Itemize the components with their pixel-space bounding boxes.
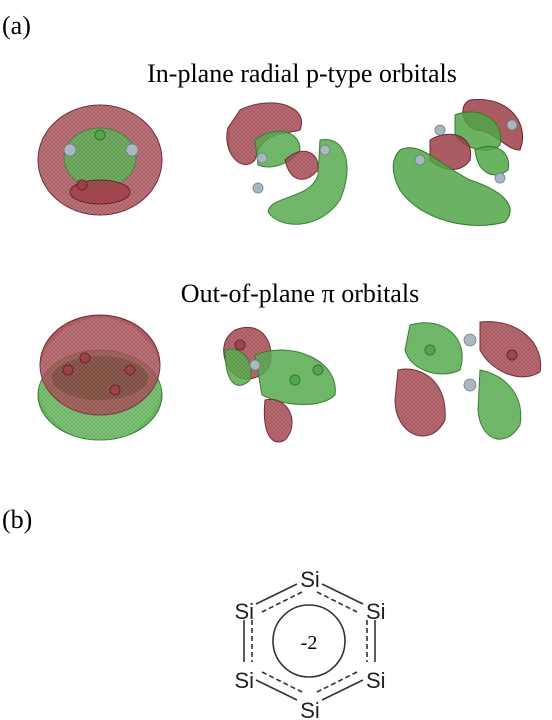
orbital-image xyxy=(393,99,522,225)
page: (a) In-plane radial p-type orbitals Out-… xyxy=(0,0,552,720)
figure: (a) In-plane radial p-type orbitals Out-… xyxy=(0,0,552,720)
orbital-image xyxy=(38,105,162,215)
atom-label: Si xyxy=(366,599,386,624)
atom-label: Si xyxy=(300,698,320,720)
row-title: Out-of-plane π orbitals xyxy=(181,279,419,308)
row-title: In-plane radial p-type orbitals xyxy=(147,59,457,88)
orbital-image xyxy=(227,100,355,230)
atom-label: Si xyxy=(234,668,254,693)
panel-label: (b) xyxy=(2,505,32,534)
atom-label: Si xyxy=(300,567,320,592)
panel-label: (a) xyxy=(2,11,31,40)
atom-label: Si xyxy=(366,668,386,693)
orbital-image xyxy=(38,315,162,442)
atom-label: Si xyxy=(234,599,254,624)
orbital-image xyxy=(220,320,340,445)
orbital-image xyxy=(395,315,545,450)
charge-label: -2 xyxy=(301,632,318,654)
